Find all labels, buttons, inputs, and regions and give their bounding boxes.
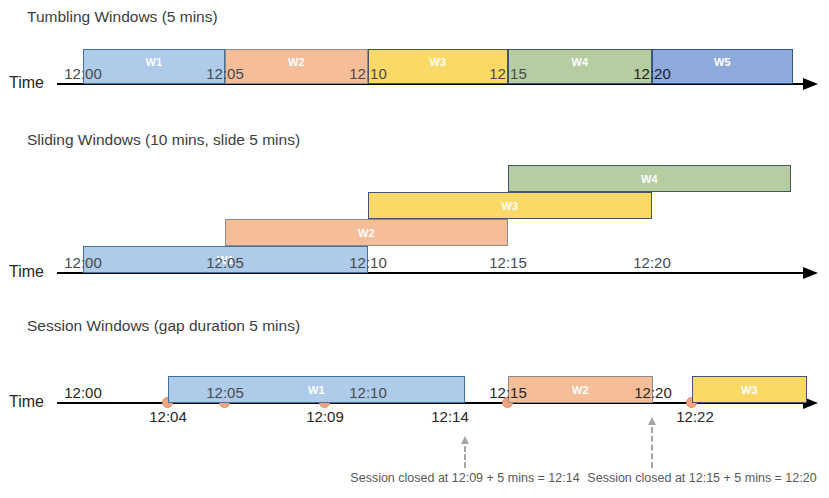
sliding-title: Sliding Windows (10 mins, slide 5 mins) xyxy=(27,131,300,149)
window-label: W2 xyxy=(572,384,589,396)
sliding-tick-1215: 12:15 xyxy=(489,254,527,271)
tumbling-window-w4: W4 xyxy=(508,49,652,84)
session-window-w3: W3 xyxy=(692,376,807,403)
sliding-tick-1200: 12:00 xyxy=(64,254,102,271)
session-close-arrow-line xyxy=(651,427,653,468)
tumbling-tick-1205: 12:05 xyxy=(206,65,244,82)
session-close-arrowhead-icon xyxy=(461,436,469,444)
session-close-annotation-1: Session closed at 12:09 + 5 mins = 12:14 xyxy=(350,471,579,485)
sliding-axis-arrowhead-icon xyxy=(803,267,818,279)
sliding-window-w3: W3 xyxy=(368,192,652,219)
session-window-w2: W2 xyxy=(508,376,653,403)
window-label: W1 xyxy=(145,56,162,68)
session-tick-1215: 12:15 xyxy=(489,384,527,401)
window-label: W5 xyxy=(714,56,731,68)
session-close-annotation-2: Session closed at 12:15 + 5 mins = 12:20 xyxy=(587,471,816,485)
session-title: Session Windows (gap duration 5 mins) xyxy=(27,317,300,335)
window-close-label-1214: 12:14 xyxy=(431,408,469,425)
window-label: W3 xyxy=(429,56,446,68)
window-label: W2 xyxy=(358,227,375,239)
window-label: W2 xyxy=(288,56,305,68)
sliding-window-w2: W2 xyxy=(225,219,508,246)
event-time-label-1209: 12:09 xyxy=(306,408,344,425)
tumbling-tick-1220: 12:20 xyxy=(633,65,671,82)
session-close-arrowhead-icon xyxy=(648,417,656,425)
tumbling-window-w3: W3 xyxy=(368,49,508,84)
window-label: W3 xyxy=(741,384,758,396)
sliding-tick-1205: 12:05 xyxy=(206,254,244,271)
tumbling-time-axis-label: Time xyxy=(9,74,44,92)
session-time-axis-label: Time xyxy=(9,393,44,411)
session-tick-1205: 12:05 xyxy=(206,384,244,401)
tumbling-tick-1200: 12:00 xyxy=(64,65,102,82)
window-label: W4 xyxy=(641,173,658,185)
tumbling-window-w2: W2 xyxy=(225,49,368,84)
sliding-window-w4: W4 xyxy=(508,165,791,192)
tumbling-window-w1: W1 xyxy=(83,49,225,84)
tumbling-title: Tumbling Windows (5 mins) xyxy=(27,8,218,26)
sliding-tick-1220: 12:20 xyxy=(633,254,671,271)
windowing-strategies-diagram: Tumbling Windows (5 mins) Time W1 W2 W3 … xyxy=(0,0,829,498)
tumbling-tick-1210: 12:10 xyxy=(349,65,387,82)
window-label: W3 xyxy=(501,200,518,212)
session-close-arrow-line xyxy=(464,446,466,468)
session-tick-1220: 12:20 xyxy=(634,384,672,401)
window-label: W4 xyxy=(571,56,588,68)
event-time-label-1204: 12:04 xyxy=(149,408,187,425)
tumbling-tick-1215: 12:15 xyxy=(489,65,527,82)
event-time-label-1222: 12:22 xyxy=(676,408,714,425)
tumbling-window-w5: W5 xyxy=(652,49,793,84)
tumbling-axis-arrowhead-icon xyxy=(803,78,818,90)
sliding-tick-1210: 12:10 xyxy=(349,254,387,271)
session-tick-1200: 12:00 xyxy=(64,384,102,401)
session-tick-1210: 12:10 xyxy=(349,384,387,401)
window-label: W1 xyxy=(308,384,325,396)
sliding-time-axis-label: Time xyxy=(9,263,44,281)
